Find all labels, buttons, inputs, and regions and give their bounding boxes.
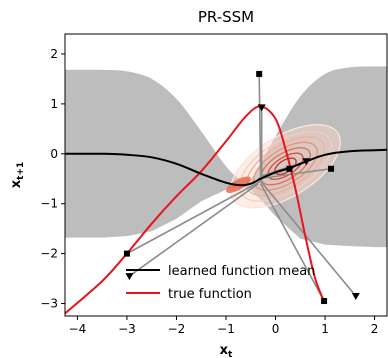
sample-marker-triangle [257, 104, 266, 112]
sample-marker-triangle [125, 273, 134, 281]
sample-marker-triangle [351, 293, 360, 301]
sample-line [126, 180, 262, 255]
x-axis-label: xt [220, 343, 233, 358]
sample-marker-square [256, 70, 263, 77]
y-axis-ticks: −3 −2 −1 0 1 2 [40, 47, 65, 311]
x-tick-label: −1 [217, 322, 235, 336]
sample-marker-square [328, 165, 335, 172]
sample-markers [123, 70, 360, 305]
sample-marker-triangle [302, 158, 311, 166]
sample-marker-square [286, 165, 293, 172]
sample-line [258, 73, 262, 179]
y-tick-label: 2 [50, 47, 58, 61]
sample-line [128, 183, 259, 277]
density-contour [238, 130, 333, 202]
y-axis-label: xt+1 [9, 162, 26, 189]
chart-title: PR-SSM [198, 8, 254, 26]
density-contour [229, 124, 342, 209]
x-tick-label: −3 [118, 322, 136, 336]
sample-marker-square [123, 250, 130, 257]
y-tick-label: −2 [40, 247, 58, 261]
y-tick-label: 1 [50, 97, 58, 111]
y-tick-label: −3 [40, 297, 58, 311]
x-tick-label: −2 [168, 322, 186, 336]
sample-line [259, 183, 325, 302]
x-tick-label: 0 [272, 322, 280, 336]
density-contour [245, 136, 326, 197]
x-tick-label: 2 [371, 322, 379, 336]
legend: learned function mean true function [126, 264, 315, 302]
y-tick-label: 0 [50, 147, 58, 161]
legend-label-learned: learned function mean [168, 264, 315, 279]
true-function-line [65, 105, 327, 315]
sample-marker-square [321, 298, 328, 305]
learned-function-mean-line [65, 148, 387, 187]
legend-label-true: true function [168, 287, 252, 302]
x-tick-label: 1 [321, 322, 329, 336]
uncertainty-band [65, 66, 387, 248]
x-tick-label: −4 [69, 322, 87, 336]
x-axis-ticks: −4 −3 −2 −1 0 1 2 [69, 316, 379, 336]
sample-line [260, 180, 357, 297]
sample-line [258, 167, 332, 180]
y-tick-label: −1 [40, 197, 58, 211]
